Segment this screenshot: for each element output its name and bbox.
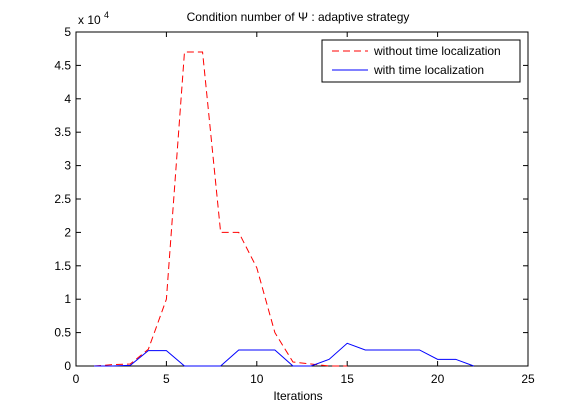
y-tick-label: 5	[64, 25, 71, 39]
y-multiplier-exponent: 4	[104, 10, 109, 20]
y-tick-label: 0.5	[54, 326, 71, 340]
chart-title: Condition number of Ψ : adaptive strateg…	[187, 10, 410, 24]
y-tick-label: 2.5	[54, 192, 71, 206]
x-tick-label: 25	[521, 372, 535, 386]
y-tick-label: 4	[64, 92, 71, 106]
y-tick-label: 3.5	[54, 125, 71, 139]
x-tick-label: 15	[341, 372, 355, 386]
y-tick-label: 1.5	[54, 259, 71, 273]
legend-box	[321, 39, 521, 83]
legend-label-1: with time localization	[373, 63, 484, 77]
y-multiplier-label: x 10 4	[78, 10, 109, 27]
y-tick-label: 3	[64, 159, 71, 173]
axes-box	[75, 31, 529, 367]
x-axis-label: Iterations	[273, 389, 322, 403]
series-line-1	[94, 342, 474, 367]
y-tick-label: 2	[64, 225, 71, 239]
y-multiplier-base: x 10	[78, 13, 101, 27]
legend-label-0: without time localization	[373, 44, 501, 58]
x-tick-label: 10	[250, 372, 264, 386]
plot-area: 0 5 10 15 20 25 0 0.5 1 1.5 2 2.5 3 3.5 4 4.5 5 without t…	[54, 25, 535, 386]
series-line-0	[94, 51, 348, 367]
y-tick-label: 0	[64, 359, 71, 373]
y-tick-label: 1	[64, 292, 71, 306]
x-tick-label: 0	[73, 372, 80, 386]
x-tick-label: 20	[431, 372, 445, 386]
x-tick-label: 5	[163, 372, 170, 386]
y-tick-label: 4.5	[54, 58, 71, 72]
